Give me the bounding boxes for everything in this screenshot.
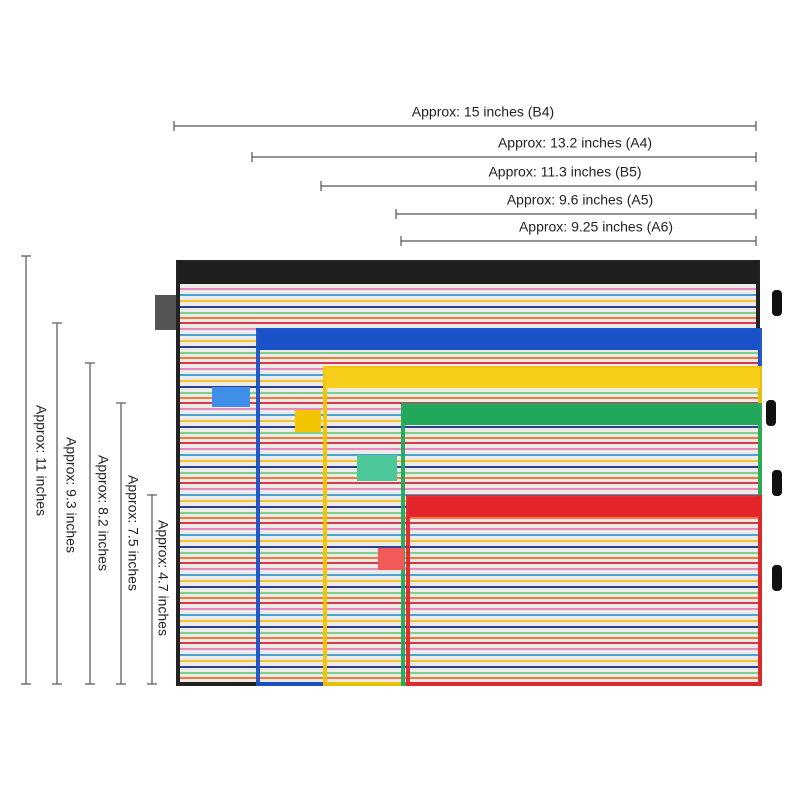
height-label: Approx: 11 inches [33, 405, 49, 516]
width-label: Approx: 11.3 inches (B5) [488, 164, 641, 180]
tab [155, 295, 177, 330]
bags [155, 260, 782, 686]
height-label: Approx: 7.5 inches [125, 475, 141, 591]
dimensions: Approx: 15 inches (B4) Approx: 13.2 inche… [21, 104, 757, 685]
zipper-black [178, 262, 758, 284]
zipper-red [408, 497, 760, 517]
width-label: Approx: 9.6 inches (A5) [507, 192, 653, 208]
zipper-pulls [766, 290, 782, 591]
tab [212, 387, 250, 407]
width-label: Approx: 13.2 inches (A4) [498, 135, 652, 151]
width-label: Approx: 15 inches (B4) [412, 104, 554, 120]
height-label: Approx: 4.7 inches [155, 520, 171, 636]
zipper-green [403, 405, 760, 425]
bag-red [406, 495, 762, 686]
zipper-blue [258, 330, 760, 350]
tab [295, 410, 321, 432]
tab [357, 455, 397, 481]
width-label: Approx: 9.25 inches (A6) [519, 219, 673, 235]
height-label: Approx: 9.3 inches [63, 437, 79, 553]
zipper-yellow [325, 368, 760, 388]
tab [378, 548, 404, 570]
height-label: Approx: 8.2 inches [95, 455, 111, 571]
